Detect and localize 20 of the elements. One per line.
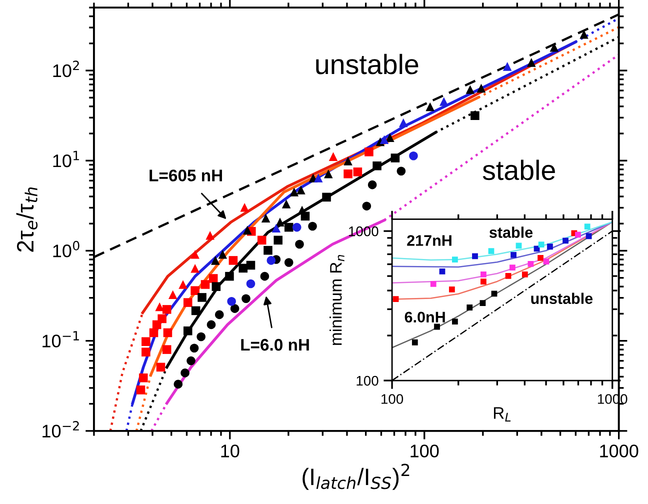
annotation: stable [489,226,533,238]
annotation: stable [482,160,555,180]
y-tick-label: 10$^{0}$ [53,240,80,258]
x-axis-title: (I$_{latch}$/I$_{SS}$)$^{2}$ [302,464,410,490]
annotation: unstable [531,292,593,304]
x-tick-label: 10 [221,444,240,458]
y-tick-label: 10$^{−1}$ [42,331,79,348]
y-axis-title: minimum R$_{n}$ [330,255,344,345]
annotation: 6.0nH [404,312,445,323]
annotation: unstable [316,54,418,74]
annotation: L=605 nH [150,170,222,182]
annotation: 217nH [407,235,452,246]
y-axis-title: 2τ$_{e}$/τ$_{th}$ [16,187,38,252]
y-tick-label: 10$^{−2}$ [42,421,79,438]
y-tick-label: 10$^{1}$ [53,150,80,168]
x-axis-title: R$_{L}$ [494,407,511,422]
annotation: L=6.0 nH [241,338,309,351]
y-tick-label: 10$^{2}$ [53,60,79,78]
x-tick-label: 1000 [600,444,638,458]
x-tick-label: 100 [410,444,439,458]
